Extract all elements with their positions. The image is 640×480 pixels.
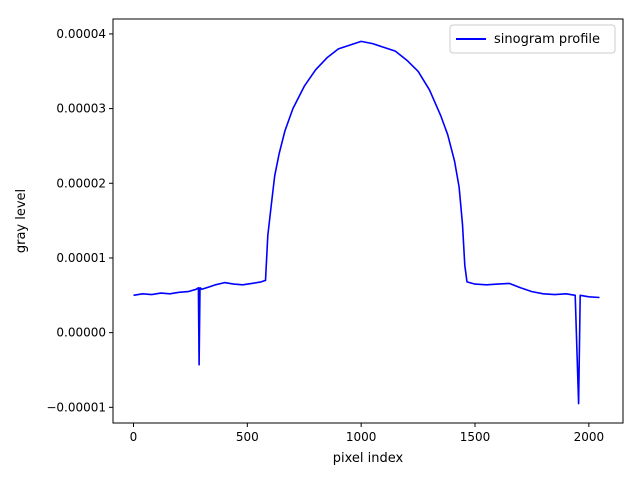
- y-tick-label: 0.00003: [56, 102, 106, 116]
- y-tick-label: 0.00000: [56, 326, 106, 340]
- x-tick-label: 2000: [574, 430, 605, 444]
- x-tick-label: 0: [130, 430, 138, 444]
- y-tick-label: 0.00004: [56, 27, 106, 41]
- y-axis-label: gray level: [14, 189, 29, 253]
- plot-area: [133, 40, 600, 405]
- x-tick-label: 500: [236, 430, 259, 444]
- x-axis-ticks: 0 500 1000 1500 2000: [130, 423, 604, 444]
- legend-label: sinogram profile: [494, 32, 600, 47]
- y-tick-label: 0.00002: [56, 176, 106, 190]
- legend-box: [449, 24, 616, 54]
- series-line-sinogram-profile: [133, 40, 600, 405]
- y-axis-ticks: −0.00001 0.00000 0.00001 0.00002 0.00003 0.00…: [46, 27, 113, 414]
- x-axis-label: pixel index: [333, 451, 404, 466]
- legend: sinogram profile: [449, 24, 616, 54]
- x-tick-label: 1000: [346, 430, 377, 444]
- y-tick-label: −0.00001: [46, 400, 106, 414]
- x-tick-label: 1500: [460, 430, 491, 444]
- y-tick-label: 0.00001: [56, 251, 106, 265]
- axes-frame: [112, 18, 624, 424]
